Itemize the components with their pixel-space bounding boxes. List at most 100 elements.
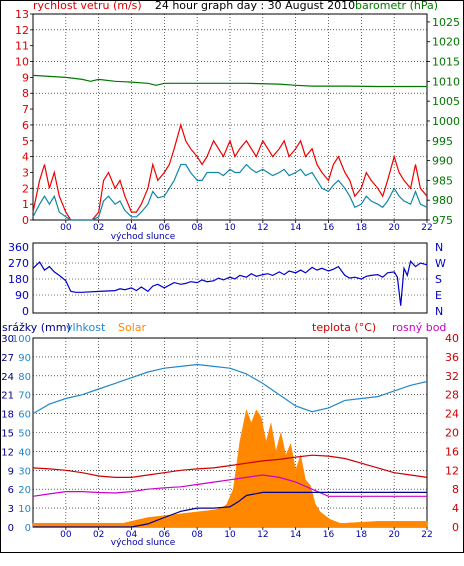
y-degree-tick-label: 90	[15, 289, 29, 302]
chart-title: 24 hour graph day : 30 August 2010	[155, 0, 355, 12]
y-temperature-tick-label: 28	[445, 389, 459, 402]
x-tick-label: 14	[290, 530, 302, 540]
y-compass-tick-label: E	[435, 289, 442, 302]
series-barometer	[32, 74, 427, 88]
y-temperature-tick-label: 20	[445, 427, 459, 440]
y-left-tick-label: 1	[22, 198, 29, 211]
sunrise-label: východ slunce	[111, 232, 176, 242]
series-wind-average	[32, 163, 428, 221]
y-temperature-tick-label: 4	[452, 502, 459, 515]
y-degree-tick-label: 360	[8, 241, 29, 254]
series-dew-point	[32, 474, 427, 497]
y-left-tick-label: 8	[22, 87, 29, 100]
y-compass-tick-label: S	[435, 273, 442, 286]
y-rain-tick-label: 30	[1, 334, 14, 345]
y-humidity-tick-label: 20	[18, 485, 31, 496]
rain-plot-area	[32, 337, 428, 528]
x-tick-label: 06	[159, 223, 171, 233]
temperature-axis-label: teplota (°C)	[312, 321, 376, 334]
y-rain-tick-label: 0	[8, 523, 14, 534]
y-right-tick-label: 980	[432, 194, 453, 207]
y-temperature-tick-label: 12	[445, 464, 459, 477]
y-left-tick-label: 7	[22, 103, 29, 116]
y-rain-tick-label: 24	[1, 372, 14, 383]
wind-x-axis: 00 02 04 06 08 10 12 14 16 18 20 22	[60, 220, 433, 233]
y-right-tick-label: 985	[432, 174, 453, 187]
y-left-tick-label: 3	[22, 166, 29, 179]
y-compass-tick-label: N	[435, 241, 443, 254]
y-temperature-tick-label: 40	[445, 332, 459, 345]
y-right-tick-label: 1005	[432, 95, 460, 108]
x-tick-label: 16	[323, 223, 335, 233]
y-left-tick-label: 2	[22, 182, 29, 195]
humidity-legend-label: vlhkost	[66, 321, 106, 334]
y-temperature-tick-label: 24	[445, 408, 459, 421]
y-left-tick-label: 10	[15, 56, 29, 69]
y-temperature-tick-label: 16	[445, 445, 459, 458]
y-left-tick-label: 11	[15, 40, 29, 53]
series-solar-area	[32, 408, 428, 528]
rain-x-axis: 00 02 04 06 08 10 12 14 16 18 20 22	[60, 527, 433, 540]
y-rain-tick-label: 12	[1, 447, 14, 458]
y-temperature-tick-label: 0	[452, 521, 459, 534]
y-left-tick-label: 5	[22, 135, 29, 148]
x-tick-label: 08	[191, 530, 203, 540]
y-rain-tick-label: 9	[8, 466, 14, 477]
y-degree-tick-label: 180	[8, 273, 29, 286]
x-tick-label: 02	[93, 530, 104, 540]
y-right-tick-label: 1015	[432, 56, 460, 69]
x-tick-label: 22	[421, 530, 432, 540]
series-humidity	[32, 363, 428, 415]
x-tick-label: 18	[356, 530, 368, 540]
y-temperature-tick-label: 36	[445, 351, 459, 364]
sunrise-label: východ slunce	[111, 538, 176, 548]
series-rainfall	[33, 491, 427, 528]
x-tick-label: 16	[323, 530, 335, 540]
y-left-tick-label: 4	[22, 151, 29, 164]
y-right-tick-label: 1010	[432, 75, 460, 88]
y-humidity-tick-label: 100	[12, 334, 31, 345]
x-tick-label: 12	[257, 223, 268, 233]
y-left-tick-label: 13	[15, 8, 29, 21]
x-tick-label: 18	[356, 223, 368, 233]
y-right-tick-label: 995	[432, 135, 453, 148]
y-humidity-tick-label: 10	[18, 504, 31, 515]
y-left-tick-label: 6	[22, 119, 29, 132]
y-rain-tick-label: 3	[8, 504, 14, 515]
y-left-tick-label: 9	[22, 71, 29, 84]
y-compass-tick-label: N	[435, 305, 443, 318]
wind-barometer-panel: 24 hour graph day : 30 August 2010 rychl…	[15, 0, 460, 242]
y-temperature-tick-label: 32	[445, 370, 459, 383]
barometer-y-axis: 975 980 985 990 995 1000 1005 1010 1015 1020 1025	[427, 16, 460, 227]
x-tick-label: 00	[60, 223, 72, 233]
y-rain-tick-label: 27	[1, 353, 14, 364]
rain-humidity-temperature-panel: srážky (mm) vlhkost Solar teplota (°C) r…	[1, 321, 459, 548]
y-rain-tick-label: 18	[1, 410, 14, 421]
series-temperature	[32, 454, 428, 478]
y-right-tick-label: 975	[432, 214, 453, 227]
direction-plot-area	[32, 242, 428, 314]
solar-legend-label: Solar	[118, 321, 147, 334]
y-rain-tick-label: 6	[8, 485, 14, 496]
x-tick-label: 12	[257, 530, 268, 540]
y-right-tick-label: 990	[432, 155, 453, 168]
rain-axis-label: srážky (mm)	[2, 321, 71, 334]
y-humidity-tick-label: 40	[18, 447, 31, 458]
y-compass-tick-label: W	[435, 257, 446, 270]
x-tick-label: 06	[159, 530, 171, 540]
y-right-tick-label: 1000	[432, 115, 460, 128]
x-tick-label: 10	[224, 530, 236, 540]
wind-axis-label: rychlost vetru (m/s)	[33, 0, 142, 12]
y-humidity-tick-label: 60	[18, 410, 31, 421]
x-tick-label: 22	[421, 223, 432, 233]
x-tick-label: 20	[388, 530, 400, 540]
y-left-tick-label: 12	[15, 24, 29, 37]
y-humidity-tick-label: 50	[18, 429, 31, 440]
y-left-tick-label: 0	[22, 214, 29, 227]
y-temperature-tick-label: 8	[452, 483, 459, 496]
x-tick-label: 10	[224, 223, 236, 233]
